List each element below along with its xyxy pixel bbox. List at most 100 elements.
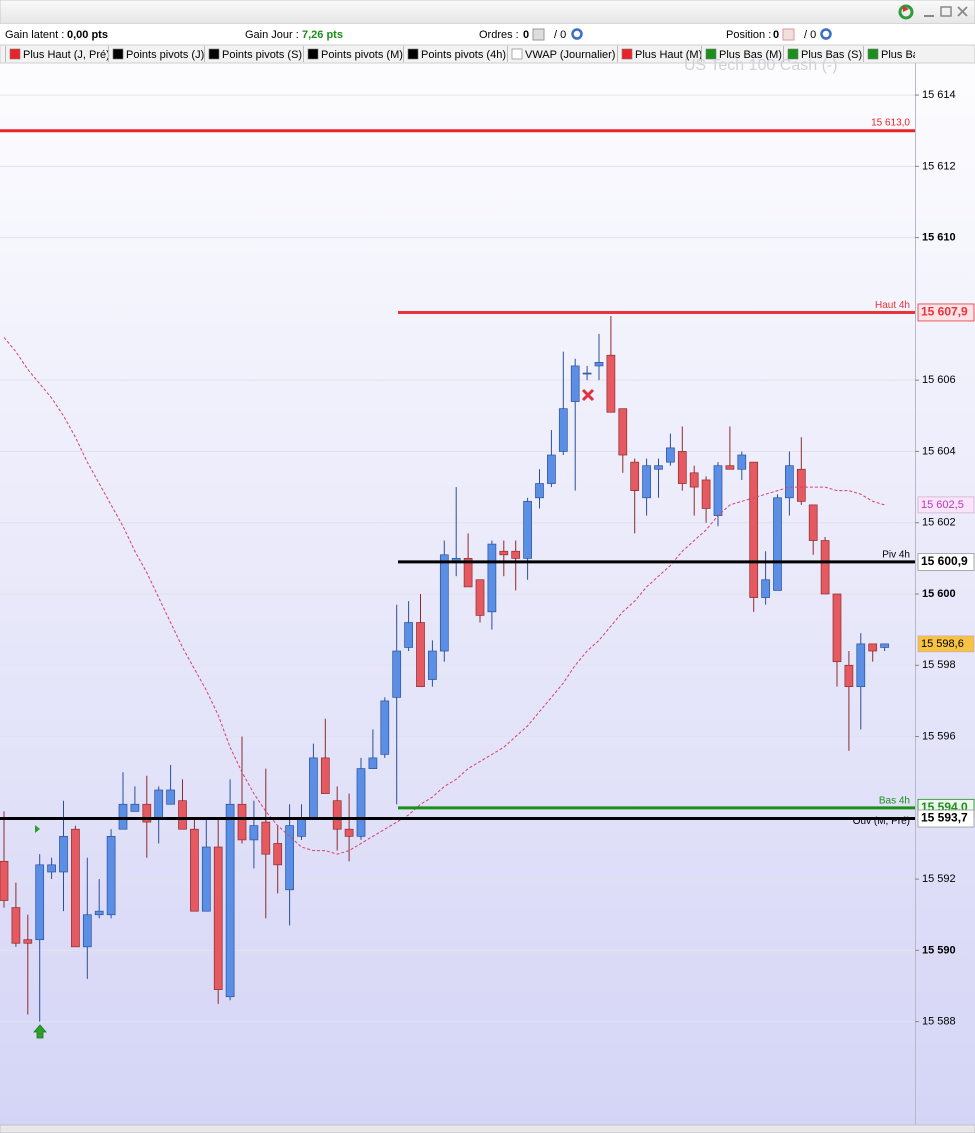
close-button[interactable] — [957, 6, 968, 17]
candle-body — [261, 821, 271, 855]
candle-body — [594, 362, 604, 367]
plot-area — [0, 129, 915, 1022]
level-name: Haut 4h — [875, 300, 910, 311]
legend-label: Plus Bas (M) — [719, 49, 782, 61]
candle-body — [190, 828, 199, 912]
legend-label: VWAP (Journalier) — [525, 49, 615, 61]
candle-body — [642, 465, 651, 499]
close-position-icon[interactable] — [782, 28, 795, 41]
candle-body — [666, 447, 675, 463]
y-tick-label: 15 614 — [922, 89, 956, 101]
candle-body — [713, 465, 723, 516]
legend-label: Plus Bas (S) — [801, 49, 862, 61]
cancel-orders-icon[interactable] — [532, 28, 545, 41]
candle-body — [535, 483, 544, 499]
position-total: / 0 — [804, 29, 816, 41]
candle-body — [618, 408, 628, 456]
candle-body — [392, 650, 402, 698]
maximize-button[interactable] — [940, 6, 952, 17]
candle-body — [785, 465, 794, 499]
candle-body — [309, 757, 318, 819]
legend-label: Points pivots (4h) — [421, 49, 506, 61]
legend-swatch — [112, 48, 124, 60]
candle-body — [82, 914, 92, 948]
y-tick-label: 15 610 — [922, 232, 956, 244]
price-axis: 15 614 15 612 15 610 15 606 15 604 15 602 15 6… — [915, 89, 975, 1028]
candle-body — [808, 504, 818, 541]
legend-swatch — [621, 48, 633, 60]
legend-label: Points pivots (M) — [321, 49, 403, 61]
gain-jour-label: Gain Jour : — [245, 29, 299, 41]
ordres-total: / 0 — [554, 29, 566, 41]
candle-body — [832, 593, 842, 663]
legend-label: Points pivots (J) — [126, 49, 204, 61]
watermark: US Tech 100 Cash (-) — [684, 57, 838, 74]
level-price: 15 600,9 — [921, 554, 968, 568]
candle-body — [368, 757, 378, 769]
level-price-box — [917, 809, 975, 828]
spacer — [0, 24, 975, 45]
window-buttons — [898, 4, 968, 20]
toolbar — [0, 0, 975, 25]
candle-body — [416, 622, 425, 688]
candle-body — [487, 543, 497, 613]
gain-jour: 7,26 pts — [302, 29, 343, 41]
candle-body — [237, 803, 247, 841]
y-tick-label: 15 598 — [922, 659, 956, 671]
candle-body — [201, 846, 211, 912]
y-tick-label: 15 592 — [922, 873, 956, 885]
y-tick-label: 15 596 — [922, 730, 956, 742]
y-tick-label: 15 590 — [922, 944, 956, 956]
candle-body — [11, 907, 21, 944]
position-label: Position : — [726, 29, 771, 41]
legend-swatch — [705, 48, 717, 60]
gain-latent-label: Gain latent : — [5, 29, 64, 41]
candle-body — [35, 864, 45, 941]
candle-body — [725, 465, 735, 470]
candle-body — [582, 372, 592, 375]
y-tick-label: 15 602 — [922, 517, 956, 529]
candle-body — [297, 818, 306, 837]
candle-body — [701, 479, 711, 509]
legend-label: Plus Ba — [881, 49, 920, 61]
price-marker-label: 15 598,6 — [921, 638, 964, 650]
legend-swatch — [867, 48, 879, 60]
candle-body — [475, 579, 485, 616]
ordres-label: Ordres : — [479, 29, 519, 41]
refresh-button[interactable] — [898, 4, 914, 20]
candle-body — [761, 579, 770, 598]
bottom-border — [0, 1124, 975, 1133]
candle-body — [118, 803, 128, 830]
legend-label: Plus Haut (J, Pré) — [23, 49, 110, 61]
candle-body — [47, 864, 56, 873]
ordres: 0 — [523, 29, 529, 41]
candle-body — [106, 835, 116, 916]
orders-settings-icon[interactable] — [571, 28, 583, 40]
candle-body — [380, 700, 390, 755]
level-name: Ouv (M, Pré) — [853, 816, 910, 827]
candle-body — [796, 468, 806, 502]
position: 0 — [773, 29, 779, 41]
candle-body — [249, 825, 259, 841]
candle-body — [344, 828, 354, 837]
legend-swatch — [208, 48, 220, 60]
candle-body — [856, 643, 866, 688]
candle-body — [23, 939, 33, 944]
candle-body — [689, 472, 699, 488]
candle-body — [273, 843, 283, 866]
candle-body — [773, 497, 782, 591]
legend-swatch — [787, 48, 799, 60]
candle-body — [844, 664, 854, 688]
candle-body — [523, 500, 532, 559]
candle-body — [820, 540, 830, 595]
candle-body — [154, 789, 164, 819]
position-settings-icon[interactable] — [820, 28, 832, 40]
level-price: 15 607,9 — [921, 305, 968, 319]
candle-body — [868, 643, 878, 652]
candle-body — [499, 550, 509, 556]
candle-body — [285, 825, 294, 891]
y-tick-label: 15 612 — [922, 160, 956, 172]
level-price-box — [917, 303, 975, 322]
